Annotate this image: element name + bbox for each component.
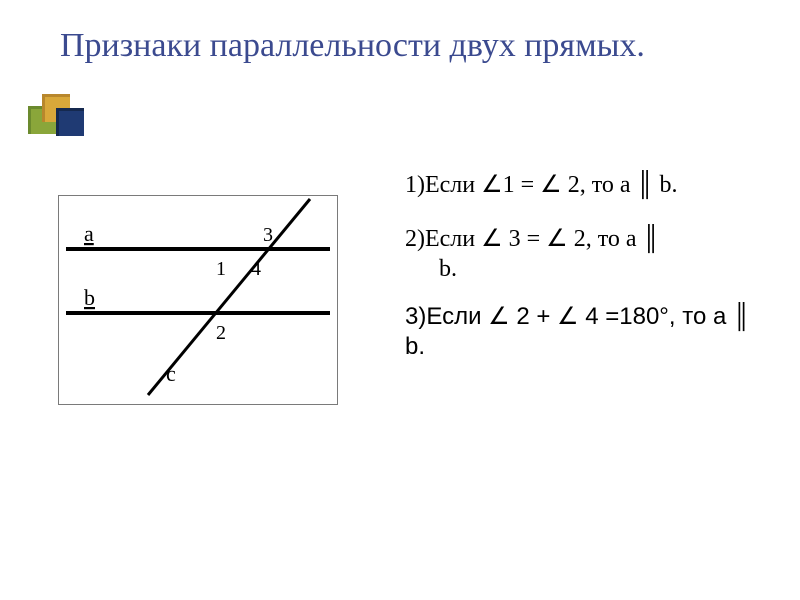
rule-2-rest-a: ∠ 3 = ∠ 2, то а ║ [481, 226, 659, 252]
rules-text: 1)Если ∠1 = ∠ 2, то а ║ b. 2)Если ∠ 3 = … [405, 170, 765, 386]
rule-3: 3)Если ∠ 2 + ∠ 4 =180°, то а ║ b. [405, 302, 765, 362]
angle-2: 2 [216, 322, 226, 344]
angle-1: 1 [216, 258, 226, 280]
parallel-lines-diagram: a b c 3 1 4 2 [58, 190, 358, 410]
label-b: b [84, 285, 95, 310]
angle-4: 4 [251, 258, 261, 280]
rule-1-rest: ∠1 = ∠ 2, то а ║ b. [481, 172, 677, 198]
slide: Признаки параллельности двух прямых. a b [0, 0, 800, 600]
rule-2-rest-b: b. [405, 254, 457, 284]
decoration-icon [28, 86, 108, 166]
angle-3: 3 [263, 224, 273, 246]
rule-3-text: 3)Если ∠ 2 + ∠ 4 =180°, то а ║ b. [405, 303, 750, 360]
label-c: c [166, 361, 176, 386]
title-area: Признаки параллельности двух прямых. [60, 26, 740, 65]
rule-1-lead: 1)Если [405, 172, 481, 198]
rule-2-lead: 2)Если [405, 226, 481, 252]
slide-title: Признаки параллельности двух прямых. [60, 26, 740, 65]
label-a: a [84, 221, 94, 246]
rule-1: 1)Если ∠1 = ∠ 2, то а ║ b. [405, 170, 765, 200]
rule-2: 2)Если ∠ 3 = ∠ 2, то а ║ b. [405, 224, 765, 284]
